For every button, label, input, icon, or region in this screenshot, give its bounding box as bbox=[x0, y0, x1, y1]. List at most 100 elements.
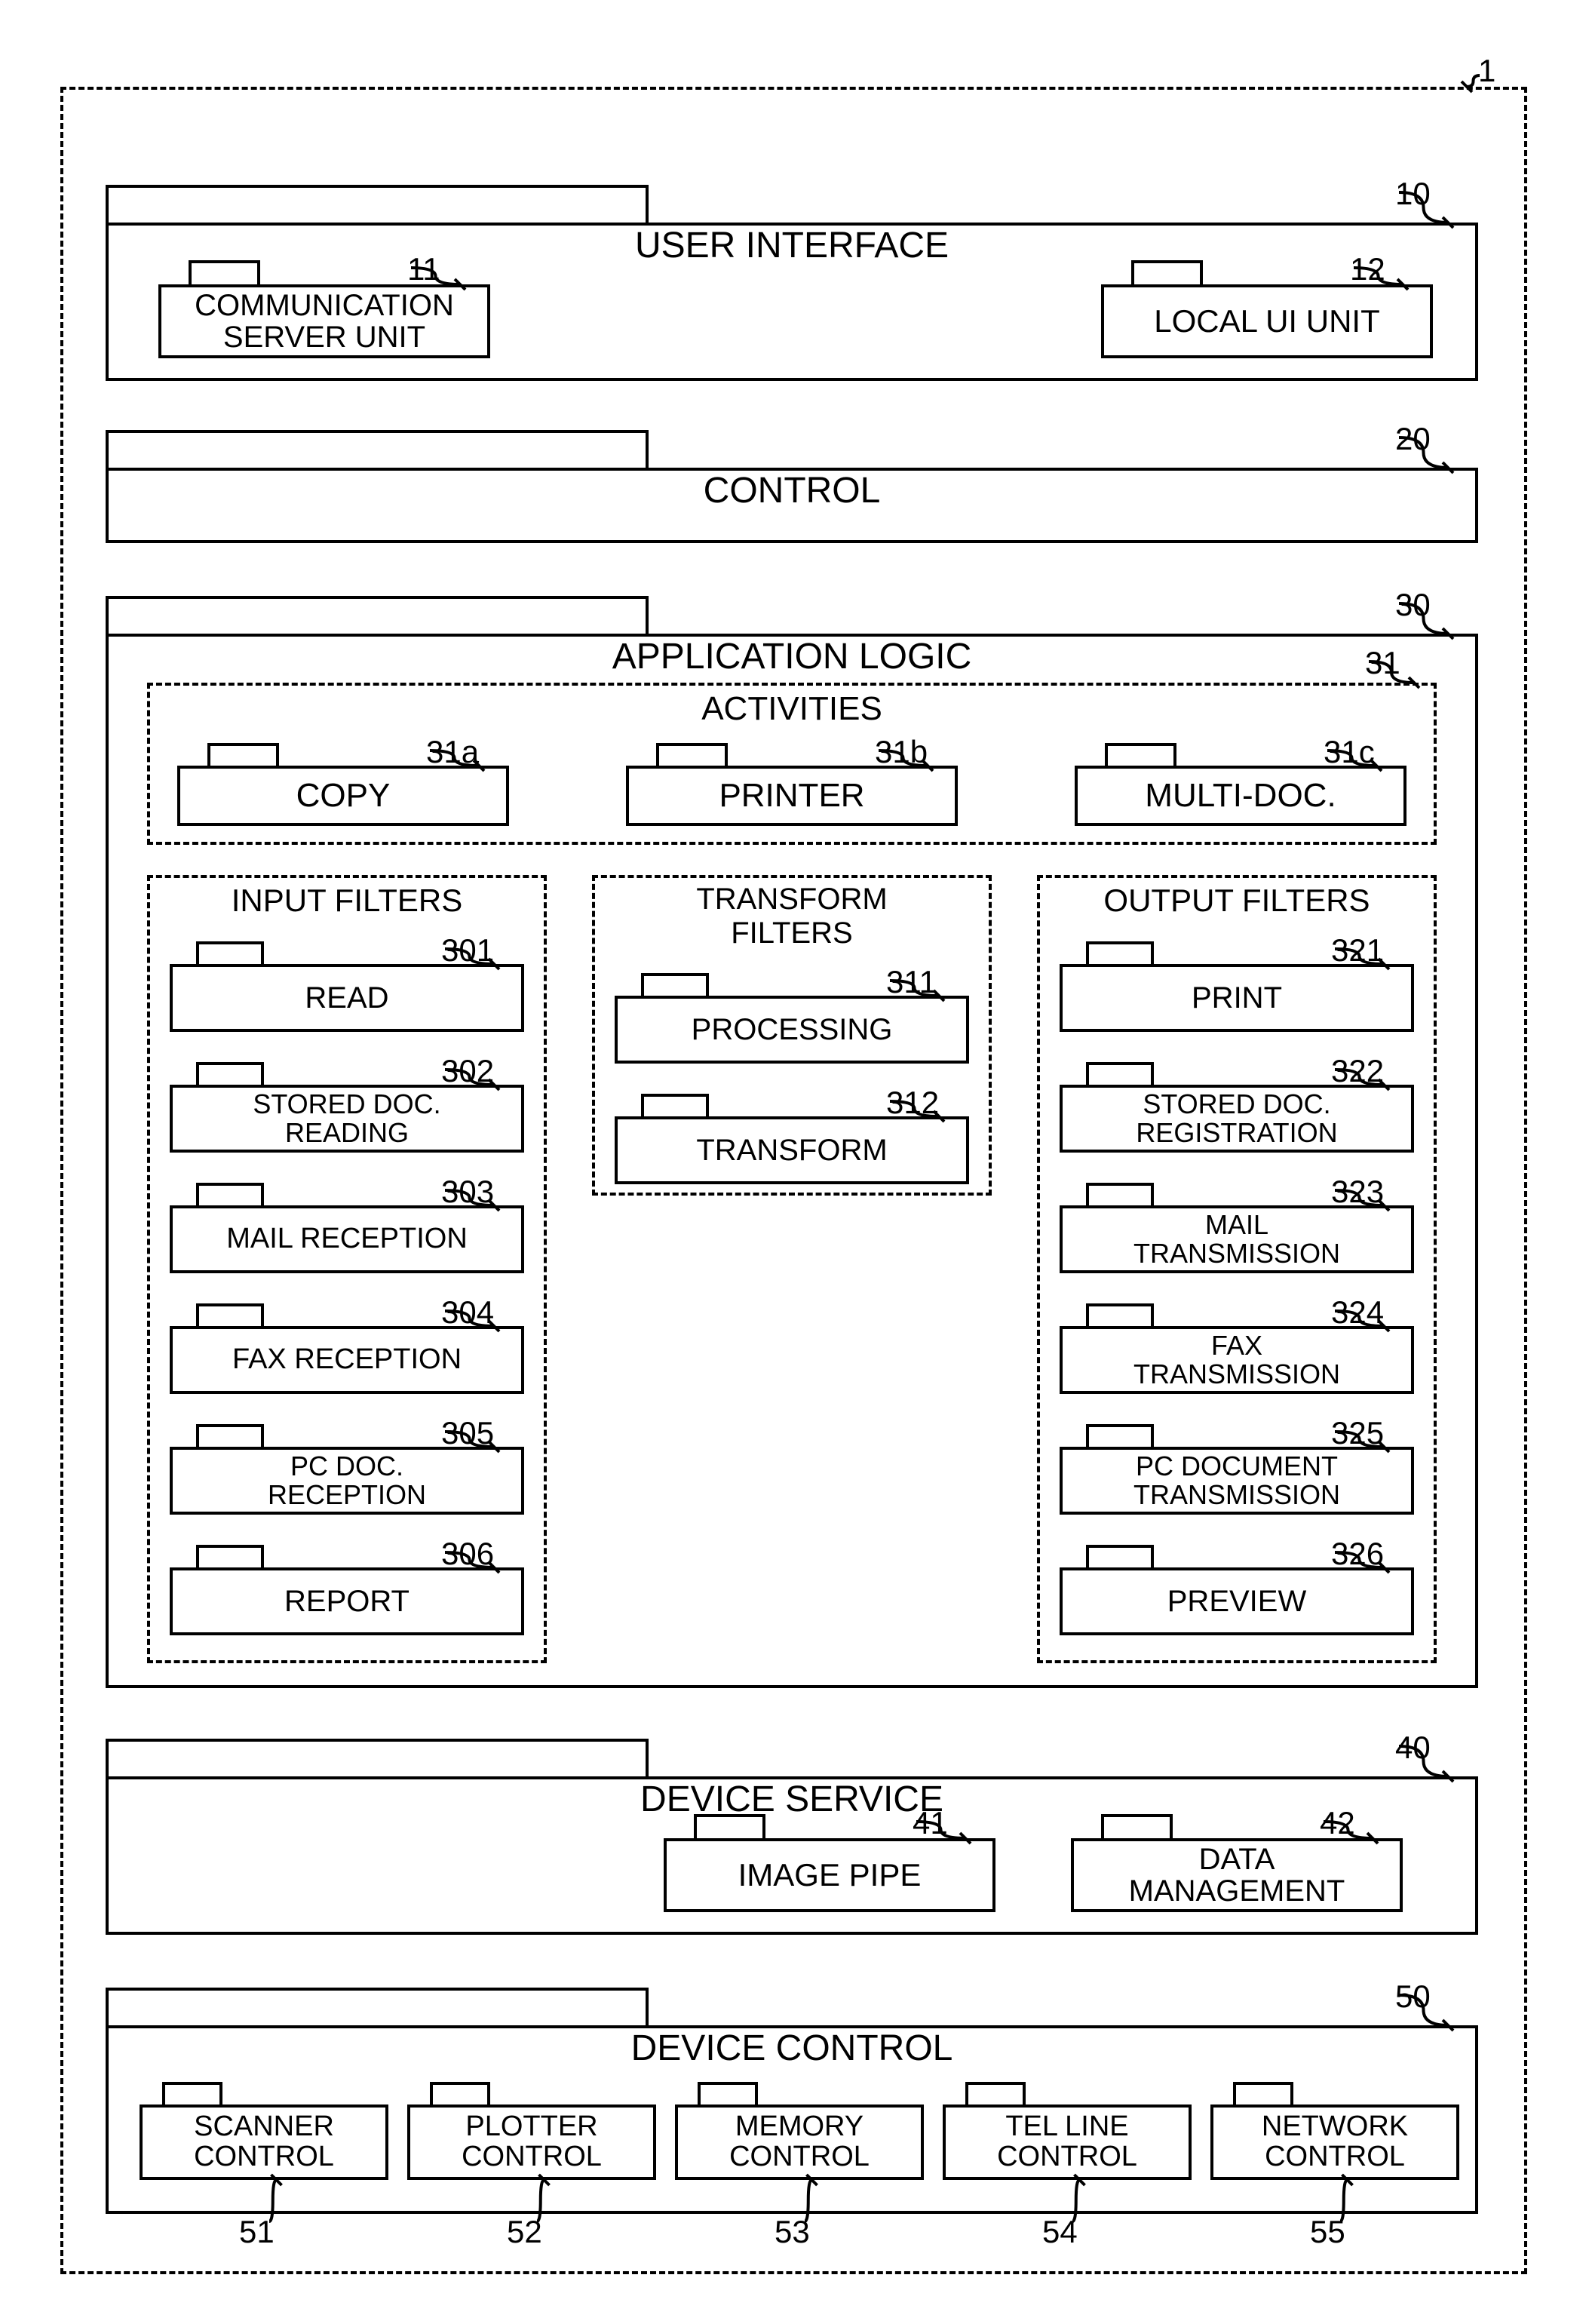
folder-title: FAX RECEPTION bbox=[170, 1345, 524, 1375]
ref-305: 305 bbox=[441, 1415, 494, 1451]
ref-53: 53 bbox=[775, 2214, 810, 2250]
ref-311: 311 bbox=[886, 964, 937, 1000]
folder-title: TEL LINE CONTROL bbox=[943, 2112, 1192, 2172]
folder-title: LOCAL UI UNIT bbox=[1101, 305, 1433, 338]
ref-312: 312 bbox=[886, 1085, 939, 1121]
folder-tab bbox=[189, 260, 260, 284]
folder-title: USER INTERFACE bbox=[106, 227, 1478, 265]
folder-tab bbox=[965, 2082, 1026, 2104]
folder-tab bbox=[106, 1739, 649, 1776]
folder-tab bbox=[106, 185, 649, 223]
folder-tab bbox=[656, 743, 728, 766]
folder-scanner: SCANNER CONTROL bbox=[140, 2082, 388, 2180]
group-title: TRANSFORM FILTERS bbox=[592, 883, 992, 950]
ref-323: 323 bbox=[1331, 1174, 1384, 1210]
folder-tab bbox=[694, 1814, 765, 1838]
ref-54: 54 bbox=[1042, 2214, 1078, 2250]
folder-tab bbox=[162, 2082, 222, 2104]
folder-tab bbox=[207, 743, 279, 766]
ref-52: 52 bbox=[507, 2214, 542, 2250]
ref-326: 326 bbox=[1331, 1536, 1384, 1572]
folder-title: COMMUNICATION SERVER UNIT bbox=[158, 290, 490, 353]
folder-tab bbox=[196, 1424, 264, 1447]
ref-31c: 31c bbox=[1324, 734, 1375, 770]
ref-42: 42 bbox=[1320, 1805, 1355, 1841]
ref-41: 41 bbox=[913, 1805, 948, 1841]
folder-title: READ bbox=[170, 982, 524, 1014]
ref-51: 51 bbox=[239, 2214, 275, 2250]
group-title: INPUT FILTERS bbox=[147, 883, 547, 919]
ref-301: 301 bbox=[441, 932, 494, 969]
ref-303: 303 bbox=[441, 1174, 494, 1210]
ref-1: 1 bbox=[1478, 53, 1495, 89]
ref-30: 30 bbox=[1395, 587, 1431, 623]
folder-title: MAIL TRANSMISSION bbox=[1060, 1211, 1414, 1268]
folder-tab bbox=[430, 2082, 490, 2104]
folder-tab bbox=[698, 2082, 758, 2104]
folder-title: PC DOC. RECEPTION bbox=[170, 1452, 524, 1509]
folder-title: TRANSFORM bbox=[615, 1134, 969, 1166]
ref-12: 12 bbox=[1350, 251, 1385, 287]
folder-title: IMAGE PIPE bbox=[664, 1859, 995, 1892]
ref-11: 11 bbox=[407, 251, 440, 287]
folder-tab bbox=[641, 973, 709, 996]
folder-comm: COMMUNICATION SERVER UNIT bbox=[158, 260, 490, 358]
folder-title: MAIL RECEPTION bbox=[170, 1224, 524, 1254]
folder-title: NETWORK CONTROL bbox=[1210, 2112, 1459, 2172]
folder-title: DEVICE SERVICE bbox=[106, 1781, 1478, 1819]
ref-20: 20 bbox=[1395, 421, 1431, 457]
ref-31a: 31a bbox=[426, 734, 479, 770]
folder-tab bbox=[1086, 941, 1154, 964]
folder-tab bbox=[106, 596, 649, 634]
folder-title: CONTROL bbox=[106, 472, 1478, 510]
ref-321: 321 bbox=[1331, 932, 1384, 969]
folder-title: SCANNER CONTROL bbox=[140, 2112, 388, 2172]
ref-324: 324 bbox=[1331, 1294, 1384, 1331]
ref-50: 50 bbox=[1395, 1979, 1431, 2015]
ref-10: 10 bbox=[1395, 176, 1431, 212]
ref-55: 55 bbox=[1310, 2214, 1345, 2250]
ref-304: 304 bbox=[441, 1294, 494, 1331]
folder-title: DATA MANAGEMENT bbox=[1071, 1844, 1403, 1907]
folder-tab bbox=[1233, 2082, 1293, 2104]
folder-network: NETWORK CONTROL bbox=[1210, 2082, 1459, 2180]
ref-325: 325 bbox=[1331, 1415, 1384, 1451]
folder-tab bbox=[1086, 1303, 1154, 1326]
folder-tab bbox=[106, 430, 649, 468]
ref-322: 322 bbox=[1331, 1053, 1384, 1089]
folder-tab bbox=[196, 1545, 264, 1567]
folder-title: PRINTER bbox=[626, 778, 958, 813]
folder-title: DEVICE CONTROL bbox=[106, 2030, 1478, 2068]
ref-302: 302 bbox=[441, 1053, 494, 1089]
folder-title: MEMORY CONTROL bbox=[675, 2112, 924, 2172]
ref-31b: 31b bbox=[875, 734, 928, 770]
folder-memory: MEMORY CONTROL bbox=[675, 2082, 924, 2180]
folder-tab bbox=[1131, 260, 1203, 284]
folder-tab bbox=[1086, 1062, 1154, 1085]
folder-tab bbox=[106, 1988, 649, 2025]
folder-title: PRINT bbox=[1060, 982, 1414, 1014]
group-title: ACTIVITIES bbox=[147, 690, 1437, 728]
folder-tab bbox=[196, 1062, 264, 1085]
folder-tab bbox=[196, 1183, 264, 1205]
ref-306: 306 bbox=[441, 1536, 494, 1572]
folder-telline: TEL LINE CONTROL bbox=[943, 2082, 1192, 2180]
folder-tab bbox=[196, 941, 264, 964]
ref-40: 40 bbox=[1395, 1730, 1431, 1766]
folder-tab bbox=[196, 1303, 264, 1326]
diagram-canvas: { "colors": { "stroke": "#000000", "bg":… bbox=[0, 0, 1589, 2324]
folder-tab bbox=[1086, 1183, 1154, 1205]
folder-tab bbox=[1086, 1545, 1154, 1567]
folder-title: APPLICATION LOGIC bbox=[106, 638, 1478, 676]
folder-title: REPORT bbox=[170, 1586, 524, 1617]
folder-title: STORED DOC. REGISTRATION bbox=[1060, 1090, 1414, 1147]
folder-title: PREVIEW bbox=[1060, 1586, 1414, 1617]
folder-plotter: PLOTTER CONTROL bbox=[407, 2082, 656, 2180]
folder-title: PC DOCUMENT TRANSMISSION bbox=[1060, 1452, 1414, 1509]
folder-title: PLOTTER CONTROL bbox=[407, 2112, 656, 2172]
folder-title: MULTI-DOC. bbox=[1075, 778, 1406, 813]
folder-tab bbox=[1086, 1424, 1154, 1447]
folder-title: FAX TRANSMISSION bbox=[1060, 1331, 1414, 1389]
folder-tab bbox=[641, 1094, 709, 1116]
folder-control: CONTROL bbox=[106, 430, 1478, 543]
